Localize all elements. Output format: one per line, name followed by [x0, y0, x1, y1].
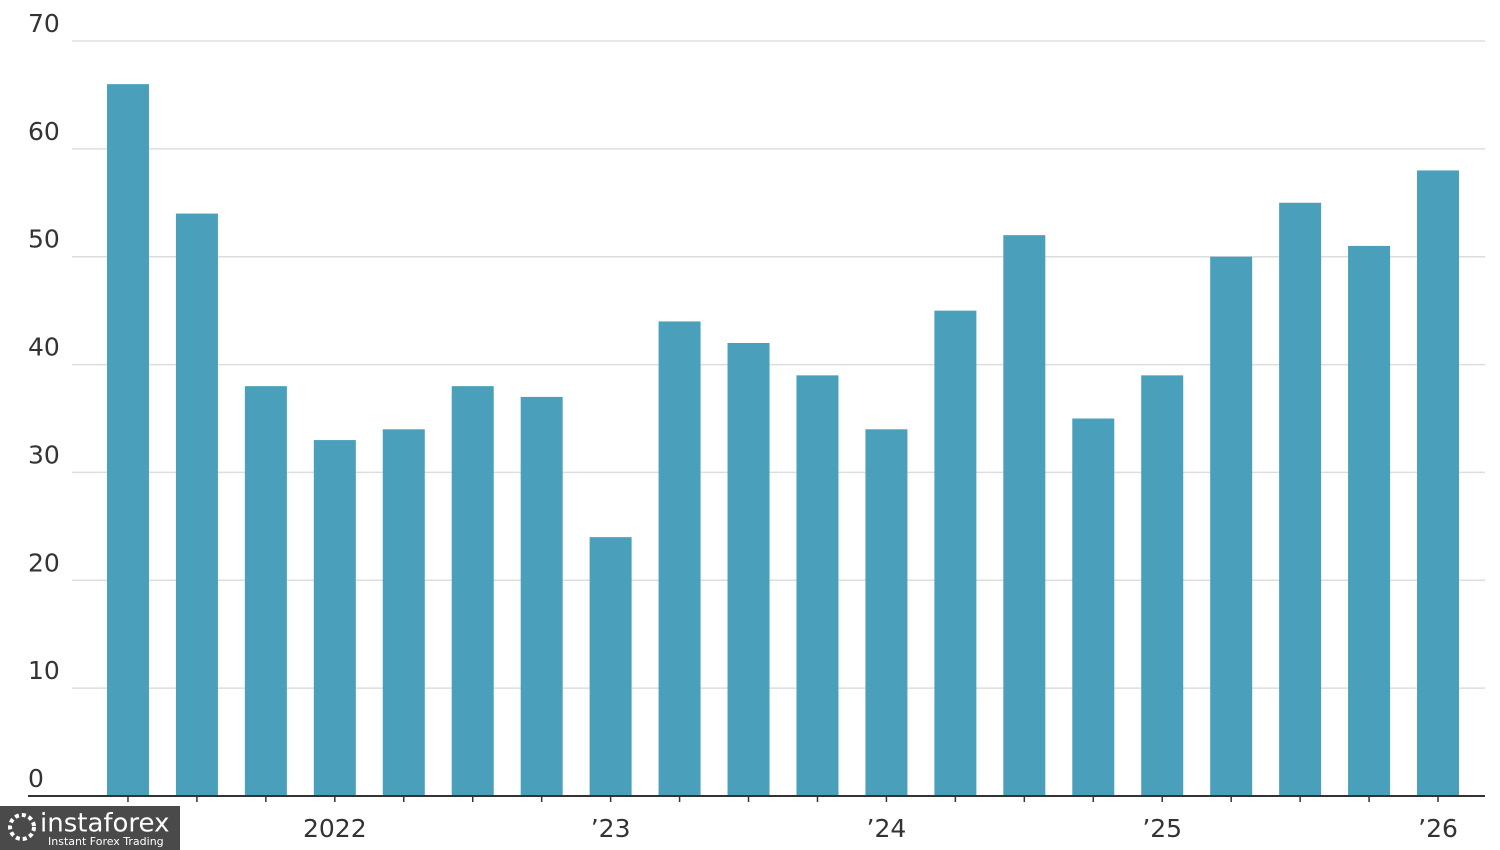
bar: [658, 321, 701, 796]
y-tick-label: 40: [28, 333, 60, 362]
bar: [1072, 418, 1115, 796]
bar: [589, 537, 632, 796]
watermark-name: instaforex: [40, 809, 169, 839]
watermark-logo: [8, 813, 36, 841]
bar: [1348, 245, 1391, 796]
bar: [451, 386, 494, 796]
y-tick-label: 10: [28, 656, 60, 685]
bar: [865, 429, 908, 796]
x-tick-label: 2022: [303, 814, 367, 843]
y-tick-label: 0: [28, 764, 44, 793]
y-tick-label: 70: [28, 9, 60, 38]
bar: [175, 213, 218, 797]
bar: [313, 440, 356, 796]
watermark-box: [0, 806, 180, 850]
bar: [1279, 202, 1322, 797]
watermark: instaforex Instant Forex Trading: [0, 806, 180, 850]
x-tick-label: ’25: [1142, 814, 1182, 843]
bar: [382, 429, 425, 796]
bar: [796, 375, 839, 796]
bar: [244, 386, 287, 796]
y-tick-label: 50: [28, 225, 60, 254]
bar: [1003, 235, 1046, 797]
bar: [934, 310, 977, 796]
y-tick-label: 30: [28, 440, 60, 469]
x-tick-label: ’26: [1418, 814, 1458, 843]
watermark-tagline: Instant Forex Trading: [48, 835, 164, 848]
bar: [1417, 170, 1460, 796]
bar: [106, 84, 149, 796]
bar: [1210, 256, 1253, 796]
y-tick-label: 60: [28, 117, 60, 146]
y-tick-label: 20: [28, 548, 60, 577]
x-tick-label: ’24: [867, 814, 907, 843]
bar: [727, 343, 770, 796]
bar: [520, 396, 563, 796]
bar: [1141, 375, 1184, 796]
x-tick-label: ’23: [591, 814, 631, 843]
